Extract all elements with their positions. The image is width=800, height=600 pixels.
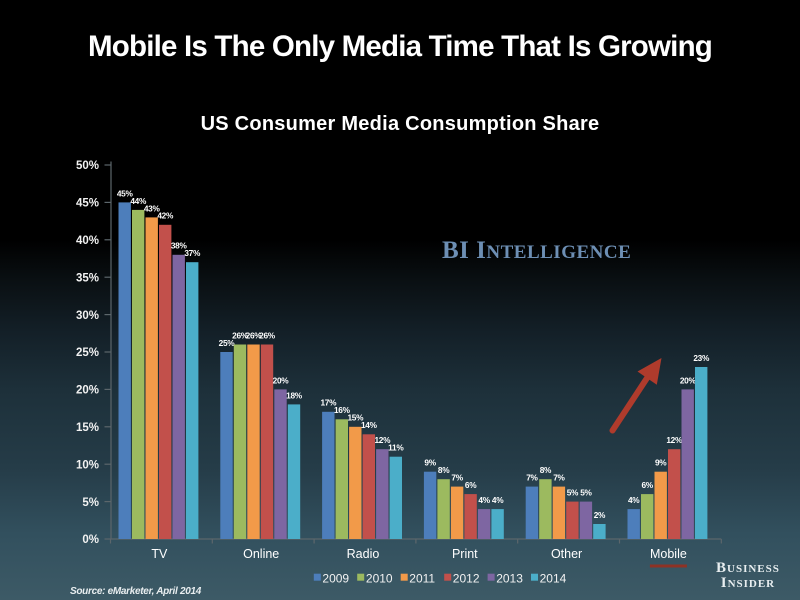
svg-text:2009: 2009 xyxy=(322,571,349,585)
svg-text:2013: 2013 xyxy=(496,571,523,585)
svg-text:42%: 42% xyxy=(157,211,174,221)
svg-text:23%: 23% xyxy=(693,353,710,363)
svg-text:8%: 8% xyxy=(540,465,552,475)
svg-text:38%: 38% xyxy=(171,241,188,251)
svg-text:43%: 43% xyxy=(144,203,161,213)
svg-text:Mobile: Mobile xyxy=(650,547,687,561)
svg-text:45%: 45% xyxy=(76,198,99,210)
svg-text:4%: 4% xyxy=(492,495,504,505)
svg-text:50%: 50% xyxy=(76,160,99,172)
svg-text:Other: Other xyxy=(551,547,582,561)
svg-text:26%: 26% xyxy=(246,330,263,340)
svg-text:26%: 26% xyxy=(259,330,276,340)
svg-text:12%: 12% xyxy=(374,435,391,445)
svg-text:2010: 2010 xyxy=(366,571,393,585)
svg-text:9%: 9% xyxy=(424,458,436,468)
svg-text:25%: 25% xyxy=(76,347,99,359)
svg-text:20%: 20% xyxy=(680,375,697,385)
svg-text:15%: 15% xyxy=(76,422,99,434)
svg-text:35%: 35% xyxy=(76,272,99,284)
svg-text:20%: 20% xyxy=(76,385,99,397)
svg-text:6%: 6% xyxy=(465,480,477,490)
svg-text:2014: 2014 xyxy=(540,571,567,585)
svg-text:TV: TV xyxy=(151,547,168,561)
svg-text:5%: 5% xyxy=(580,488,592,498)
svg-text:17%: 17% xyxy=(320,398,337,408)
svg-text:5%: 5% xyxy=(82,497,99,509)
svg-text:7%: 7% xyxy=(451,473,463,483)
svg-text:5%: 5% xyxy=(567,488,579,498)
svg-text:11%: 11% xyxy=(388,443,404,453)
svg-text:2012: 2012 xyxy=(453,571,480,585)
svg-text:40%: 40% xyxy=(76,235,99,247)
svg-text:15%: 15% xyxy=(347,413,364,423)
svg-text:10%: 10% xyxy=(76,459,99,471)
svg-text:45%: 45% xyxy=(117,188,134,198)
svg-text:12%: 12% xyxy=(666,435,683,445)
svg-text:9%: 9% xyxy=(655,458,667,468)
svg-text:18%: 18% xyxy=(286,390,303,400)
svg-text:2011: 2011 xyxy=(409,571,435,585)
svg-text:7%: 7% xyxy=(526,473,538,483)
svg-text:20%: 20% xyxy=(273,375,290,385)
svg-text:8%: 8% xyxy=(438,465,450,475)
svg-text:44%: 44% xyxy=(130,196,147,206)
svg-text:2%: 2% xyxy=(594,510,606,520)
svg-text:26%: 26% xyxy=(232,330,249,340)
svg-text:4%: 4% xyxy=(478,495,490,505)
svg-text:37%: 37% xyxy=(184,248,201,258)
svg-text:Print: Print xyxy=(452,547,478,561)
svg-text:30%: 30% xyxy=(76,310,99,322)
svg-text:Radio: Radio xyxy=(347,547,380,561)
svg-text:0%: 0% xyxy=(82,534,99,546)
svg-text:16%: 16% xyxy=(334,405,351,415)
svg-text:7%: 7% xyxy=(553,473,565,483)
svg-text:14%: 14% xyxy=(361,420,378,430)
svg-text:25%: 25% xyxy=(219,338,236,348)
svg-text:Online: Online xyxy=(243,547,279,561)
svg-text:6%: 6% xyxy=(641,480,653,490)
svg-text:4%: 4% xyxy=(628,495,640,505)
